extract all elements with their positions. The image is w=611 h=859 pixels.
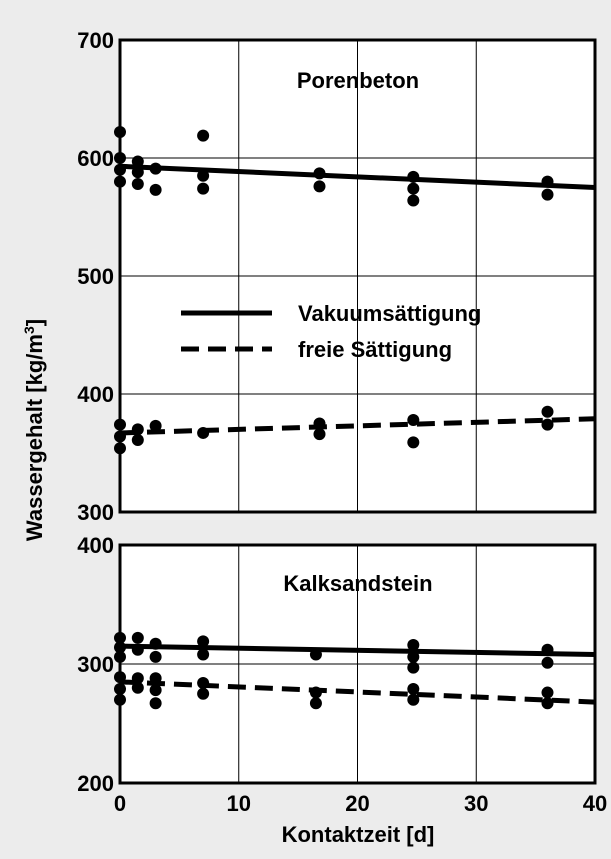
data-point [114,631,126,644]
y-tick-label: 200 [77,771,114,796]
legend-label: Vakuumsättigung [298,301,481,326]
data-point [114,126,126,139]
data-point [131,166,144,179]
series-line [119,643,596,657]
data-point [309,686,322,699]
data-point [131,643,144,656]
x-axis-title: Kontaktzeit [d] [282,822,435,847]
y-tick-label: 700 [77,28,114,53]
data-point [131,631,144,644]
data-point [541,405,554,418]
data-point [131,423,144,436]
data-point [149,684,162,697]
data-point [149,637,162,650]
data-point [313,417,326,430]
data-point [313,167,326,180]
data-point [131,177,144,190]
y-tick-label: 600 [77,146,114,171]
chart-panel-1: 300 400 500 600 700 Porenbeton Vakuumsättigung… [77,28,597,525]
data-point [197,677,210,690]
x-tick-label: 0 [114,791,126,816]
data-point [114,693,126,706]
plot-frame [118,38,597,514]
y-axis-title: Wassergehalt [kg/m3] [21,319,47,541]
data-point [541,697,554,710]
data-point [114,442,126,455]
x-tick-label: 10 [227,791,251,816]
data-point [197,182,210,195]
data-point [114,175,126,188]
data-point [197,687,210,700]
y-tick-label: 500 [77,264,114,289]
data-point [114,682,126,695]
data-point [541,175,554,188]
chart-panels: 300400500600700PorenbetonVakuumsättigung… [77,28,607,816]
data-point [197,169,210,182]
data-point [131,672,144,685]
data-point [407,682,420,695]
y-axis-title-suffix: ] [22,319,47,326]
data-point [197,129,210,142]
data-point [407,194,420,207]
data-point [197,648,210,661]
y-tick-label: 300 [77,500,114,525]
data-point [114,650,126,663]
data-point [131,155,144,168]
data-point [131,681,144,694]
data-point [114,671,126,684]
panel-title: Kalksandstein [283,571,432,596]
series-line [119,163,596,190]
y-axis-title-superscript: 3 [21,326,37,334]
y-axis-title-text: Wassergehalt [kg/m [22,334,47,541]
legend: Vakuumsättigung freie Sättigung [181,301,481,362]
data-point [114,418,126,431]
data-point [313,180,326,193]
data-point [149,419,162,432]
legend-label: freie Sättigung [298,337,452,362]
plot-frame [118,543,597,785]
data-point [197,426,210,439]
data-point [407,170,420,183]
data-point [407,650,420,663]
data-point [541,418,554,431]
data-point [541,686,554,699]
data-point [407,638,420,651]
data-point [149,183,162,196]
data-point [114,163,126,176]
x-tick-label: 40 [583,791,607,816]
y-tick-label: 300 [77,652,114,677]
data-point [541,656,554,669]
x-tick-label: 20 [345,791,369,816]
data-point [407,413,420,426]
data-point [114,430,126,443]
data-point [407,436,420,449]
data-point [149,650,162,663]
data-point [407,182,420,195]
x-tick-label: 30 [464,791,488,816]
chart-panel-2: 200 300 400 0 10 20 30 40 Kalksandstein [77,533,607,816]
data-point [149,162,162,175]
data-point [407,693,420,706]
data-point [309,648,322,661]
data-point [541,643,554,656]
panel-title: Porenbeton [297,68,419,93]
y-tick-label: 400 [77,382,114,407]
data-point [149,697,162,710]
y-tick-label: 400 [77,533,114,558]
data-point [197,635,210,648]
data-point [313,428,326,441]
data-point [131,434,144,447]
data-point [114,152,126,164]
data-point [114,641,126,654]
data-point [149,672,162,685]
data-point [541,188,554,201]
data-point [407,661,420,674]
data-point [309,697,322,710]
